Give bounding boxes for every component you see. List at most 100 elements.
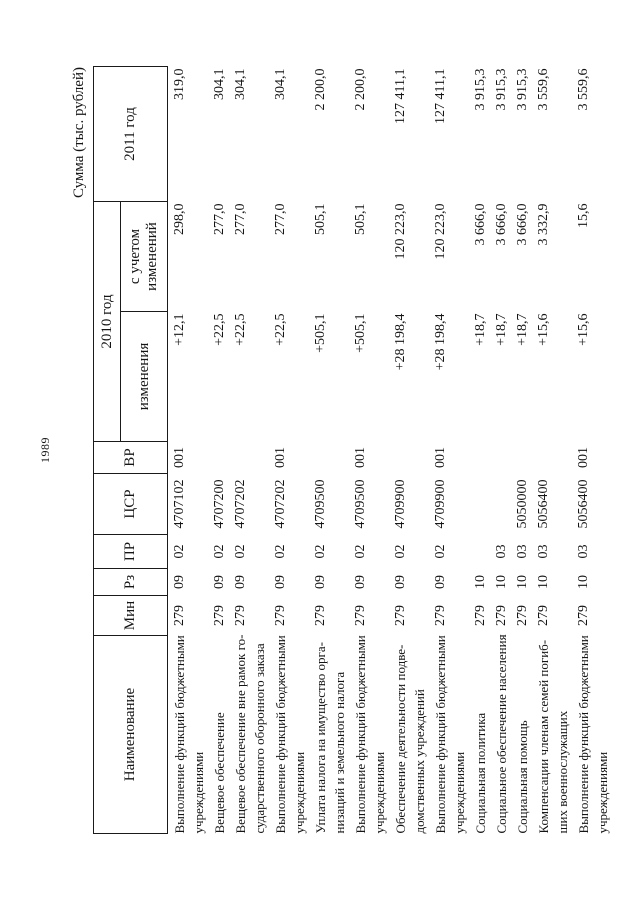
col-header-rz: Рз [93, 568, 168, 596]
cell-min: 279 [433, 605, 448, 626]
cell-vr: 001 [172, 447, 187, 468]
cell-change_2010: +28 198,4 [393, 313, 408, 371]
cell-name: Выполнение функций бюджетными учреждения… [273, 635, 307, 834]
cell-with_changes_2010: 277,0 [273, 203, 288, 235]
cell-with_changes_2010: 298,0 [172, 203, 187, 235]
cell-rz: 10 [576, 575, 591, 589]
table-row: Выполнение функций бюджетными учреждения… [168, 66, 209, 833]
cell-min: 279 [273, 605, 288, 626]
cell-name: Уплата налога на имущество орга- низаций… [313, 642, 347, 834]
cell-vr: 001 [433, 447, 448, 468]
cell-y2011: 2 200,0 [313, 68, 328, 111]
cell-rz: 09 [433, 575, 448, 589]
table-body: Выполнение функций бюджетными учреждения… [168, 66, 613, 833]
cell-pr: 02 [172, 544, 187, 559]
budget-table: Наименование Мин Рз ПР ЦСР ВР 2010 год 2… [93, 66, 612, 834]
cell-y2011: 3 915,3 [494, 68, 509, 111]
table-row: Уплата налога на имущество орга- низаций… [309, 66, 349, 833]
cell-change_2010: +505,1 [313, 313, 328, 353]
cell-change_2010: +15,6 [536, 313, 551, 346]
cell-vr [511, 442, 532, 474]
cell-pr: 02 [433, 544, 448, 559]
col-header-name: Наименование [93, 635, 168, 834]
cell-with_changes_2010: 277,0 [212, 203, 227, 235]
cell-change_2010: +18,7 [473, 313, 488, 346]
table-header: Наименование Мин Рз ПР ЦСР ВР 2010 год 2… [93, 66, 168, 834]
cell-change_2010: +22,5 [273, 313, 288, 346]
cell-with_changes_2010: 120 223,0 [393, 203, 408, 260]
cell-pr: 02 [212, 544, 227, 559]
cell-csr: 5050000 [515, 479, 530, 529]
cell-rz: 09 [393, 575, 408, 589]
header-row-top: Наименование Мин Рз ПР ЦСР ВР 2010 год 2… [93, 66, 168, 834]
col-header-izmeneniya: изменения [120, 311, 168, 442]
cell-change_2010: +505,1 [353, 313, 368, 353]
cell-name: Выполнение функций бюджетными учреждения… [353, 635, 387, 834]
cell-y2011: 3 559,6 [576, 68, 591, 111]
col-header-2010: 2010 год [93, 201, 121, 442]
cell-with_changes_2010: 120 223,0 [433, 203, 448, 260]
cell-min: 279 [473, 605, 488, 626]
cell-rz: 10 [494, 575, 509, 589]
cell-change_2010: +28 198,4 [433, 313, 448, 371]
cell-rz: 09 [353, 575, 368, 589]
cell-name: Социальная политика [473, 712, 488, 834]
cell-change_2010: +15,6 [576, 313, 591, 346]
col-header-pr: ПР [93, 534, 168, 569]
cell-min: 279 [515, 605, 530, 626]
cell-y2011: 304,1 [233, 68, 248, 100]
table-row: Выполнение функций бюджетными учреждения… [572, 66, 612, 833]
cell-vr: 001 [273, 447, 288, 468]
cell-name: Компенсации членам семей погиб- ших воен… [536, 639, 570, 834]
table-row: Компенсации членам семей погиб- ших воен… [532, 66, 572, 833]
cell-vr [309, 442, 349, 474]
cell-csr: 4709900 [433, 479, 448, 529]
cell-rz: 09 [172, 575, 187, 589]
cell-with_changes_2010: 3 666,0 [494, 203, 509, 246]
cell-name: Выполнение функций бюджетными учреждения… [172, 635, 206, 834]
cell-pr: 03 [536, 544, 551, 559]
cell-y2011: 304,1 [273, 68, 288, 100]
col-header-vr: ВР [93, 441, 168, 474]
cell-y2011: 3 915,3 [473, 68, 488, 111]
cell-pr: 03 [515, 544, 530, 559]
col-header-tssr: ЦСР [93, 473, 168, 535]
cell-csr: 4707202 [233, 479, 248, 529]
cell-min: 279 [212, 605, 227, 626]
cell-pr: 02 [393, 544, 408, 559]
cell-name: Выполнение функций бюджетными учреждения… [576, 635, 610, 834]
cell-rz: 10 [473, 575, 488, 589]
cell-rz: 09 [233, 575, 248, 589]
cell-change_2010: +22,5 [233, 313, 248, 346]
table-row: Выполнение функций бюджетными учреждения… [349, 66, 389, 833]
cell-rz: 09 [273, 575, 288, 589]
cell-vr [532, 442, 572, 474]
cell-pr: 03 [494, 544, 509, 559]
cell-rz: 10 [515, 575, 530, 589]
cell-y2011: 127 411,1 [393, 68, 408, 124]
cell-vr [490, 442, 511, 474]
cell-csr: 5056400 [536, 479, 551, 529]
cell-csr: 4707202 [273, 479, 288, 529]
cell-min: 279 [353, 605, 368, 626]
cell-y2011: 304,1 [212, 68, 227, 100]
col-header-min: Мин [93, 595, 168, 636]
cell-with_changes_2010: 505,1 [353, 203, 368, 235]
cell-with_changes_2010: 3 332,9 [536, 203, 551, 246]
cell-rz: 10 [536, 575, 551, 589]
cell-pr: 02 [233, 544, 248, 559]
cell-change_2010: +12,1 [172, 313, 187, 346]
cell-min: 279 [536, 605, 551, 626]
cell-vr [469, 442, 490, 474]
table-row: Обеспечение деятельности подве- домствен… [389, 66, 429, 833]
cell-vr [229, 442, 269, 474]
cell-vr [208, 442, 229, 474]
cell-name: Вещевое обеспечение вне рамок го- сударс… [233, 634, 267, 834]
cell-csr: 4709900 [393, 479, 408, 529]
sum-unit-label: Сумма (тыс. рублей) [71, 67, 87, 199]
cell-y2011: 3 559,6 [536, 68, 551, 111]
cell-name: Социальная помощь [515, 720, 530, 834]
cell-y2011: 3 915,3 [515, 68, 530, 111]
cell-vr: 001 [576, 447, 591, 468]
